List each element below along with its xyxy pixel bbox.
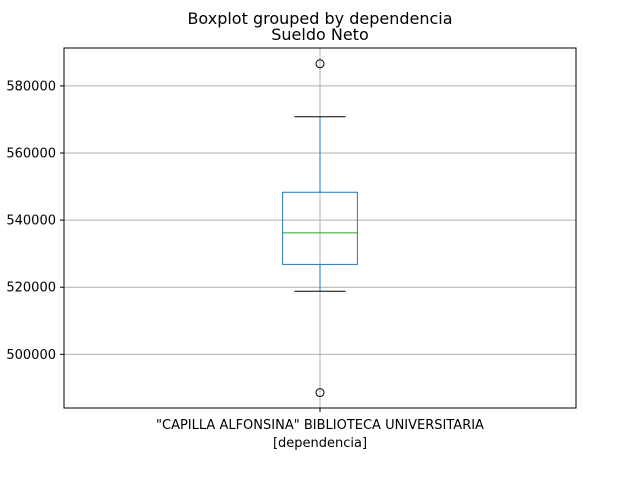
chart-title: Sueldo Neto [271,25,369,44]
y-tick-label: 560000 [6,147,56,162]
chart-suptitle: Boxplot grouped by dependencia [187,9,452,28]
box-iqr [282,191,358,265]
y-tick-label: 540000 [6,214,56,229]
grid-layer [64,48,576,408]
y-tick-label: 500000 [6,348,56,363]
tick-layer: 500000 520000 540000 560000 580000 "CAPILLA A… [6,79,484,433]
x-tick-label: "CAPILLA ALFONSINA" BIBLIOTECA UNIVERSIT… [156,418,484,433]
y-tick-label: 580000 [6,79,56,94]
outlier-point [315,388,325,398]
axes-frame [63,47,577,409]
box-layer [282,59,358,398]
x-axis-label: [dependencia] [273,436,367,451]
y-tick-label: 520000 [6,281,56,296]
outlier-point [315,59,325,69]
